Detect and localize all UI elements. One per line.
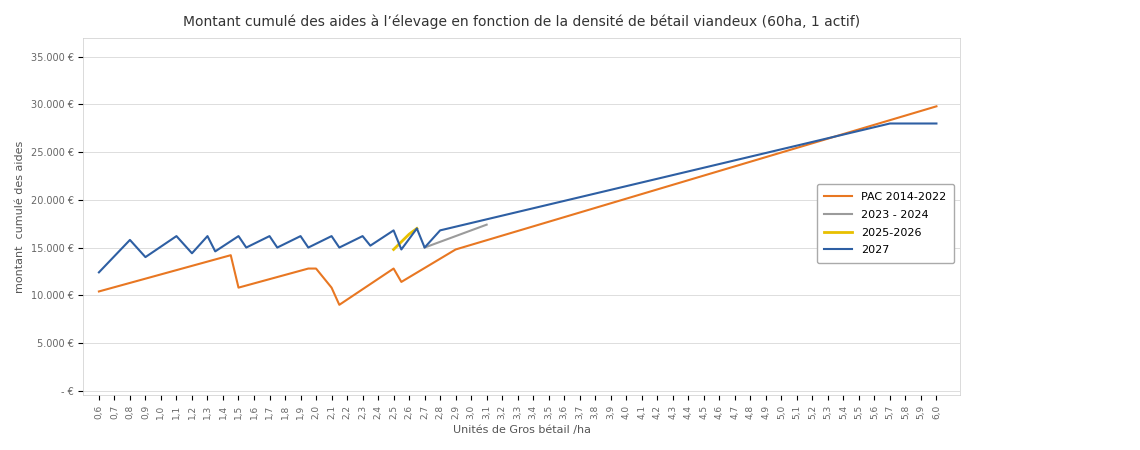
Title: Montant cumulé des aides à l’élevage en fonction de la densité de bétail viandeu: Montant cumulé des aides à l’élevage en …: [184, 15, 860, 30]
PAC 2014-2022: [929, 104, 943, 109]
2023 - 2024: [464, 228, 478, 233]
2023 - 2024: [433, 239, 447, 244]
PAC 2014-2022: [735, 162, 749, 167]
2025-2026: [394, 239, 408, 244]
X-axis label: Unités de Gros bétail /ha: Unités de Gros bétail /ha: [453, 425, 591, 435]
PAC 2014-2022: [573, 210, 587, 215]
2027: [604, 187, 618, 193]
2023 - 2024: [480, 222, 494, 227]
Y-axis label: montant  cumulé des aides: montant cumulé des aides: [15, 140, 25, 292]
Line: 2023 - 2024: 2023 - 2024: [424, 225, 487, 248]
PAC 2014-2022: [759, 154, 773, 160]
2025-2026: [410, 226, 424, 231]
PAC 2014-2022: [519, 226, 532, 231]
PAC 2014-2022: [464, 242, 478, 248]
2027: [410, 226, 424, 231]
PAC 2014-2022: [333, 302, 347, 307]
2027: [929, 121, 943, 126]
2027: [92, 270, 106, 275]
Line: PAC 2014-2022: PAC 2014-2022: [99, 106, 936, 305]
Line: 2027: 2027: [99, 123, 936, 272]
2027: [813, 137, 826, 143]
Line: 2025-2026: 2025-2026: [393, 229, 417, 249]
2027: [333, 245, 347, 250]
2025-2026: [402, 231, 416, 237]
2027: [549, 200, 563, 206]
2023 - 2024: [449, 234, 463, 239]
PAC 2014-2022: [697, 173, 710, 178]
2025-2026: [386, 247, 400, 252]
2023 - 2024: [417, 245, 431, 250]
PAC 2014-2022: [92, 289, 106, 294]
Legend: PAC 2014-2022, 2023 - 2024, 2025-2026, 2027: PAC 2014-2022, 2023 - 2024, 2025-2026, 2…: [816, 184, 954, 263]
2027: [464, 220, 478, 226]
2027: [884, 121, 897, 126]
